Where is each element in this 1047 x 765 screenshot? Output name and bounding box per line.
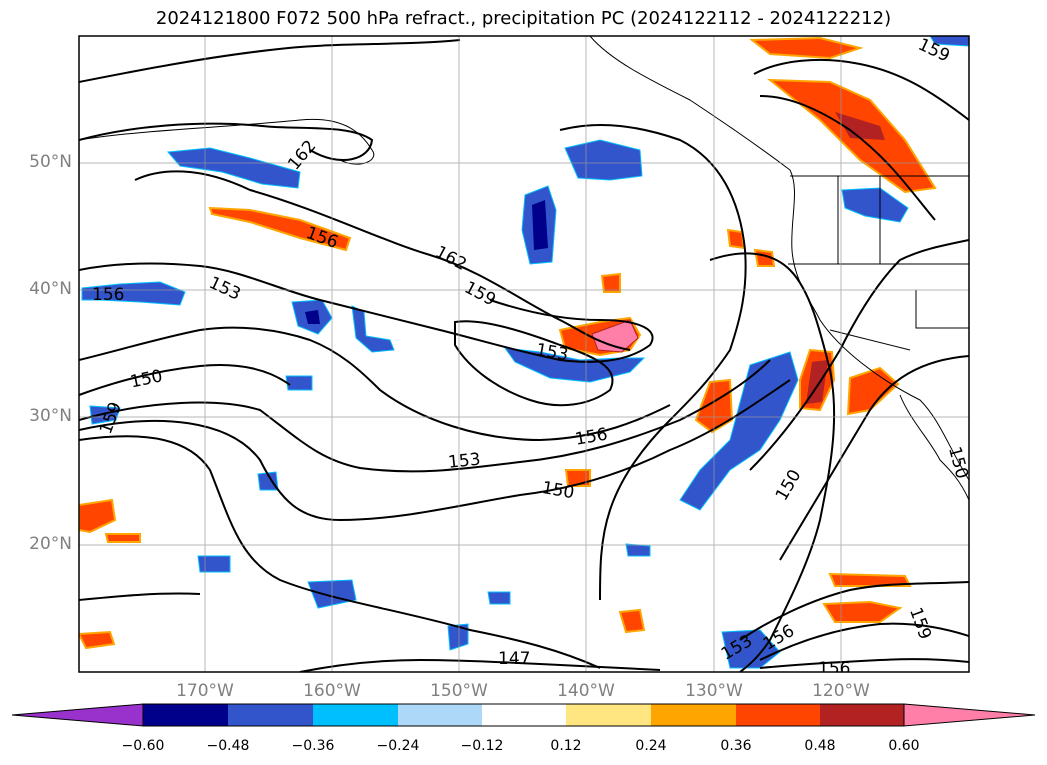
graticule (79, 36, 969, 672)
lon-label: 150°W (430, 681, 488, 701)
map-title: 2024121800 F072 500 hPa refract., precip… (155, 8, 892, 29)
colorbar (11, 703, 1036, 727)
colorbar-tick-label: −0.24 (376, 738, 420, 754)
colorbar-tick-label: 0.36 (720, 738, 752, 754)
contour-label: 147 (498, 649, 530, 669)
colorbar-tick-label: 0.24 (635, 738, 667, 754)
colorbar-outline (142, 703, 905, 727)
refractivity-contours (79, 39, 969, 672)
colorbar-tick-label: −0.36 (291, 738, 335, 754)
colorbar-cell (143, 704, 228, 726)
colorbar-cell (482, 704, 566, 726)
colorbar-cell (736, 704, 820, 726)
lat-label: 30°N (29, 406, 72, 426)
colorbar-cell (651, 704, 736, 726)
colorbar-cell (398, 704, 482, 726)
lat-label: 20°N (29, 534, 72, 554)
colorbar-tick-label: 0.60 (888, 738, 920, 754)
lon-label: 140°W (557, 681, 615, 701)
colorbar-tick-label: −0.12 (460, 738, 504, 754)
colorbar-extend-min (11, 703, 144, 727)
colorbar-extend-max (903, 703, 1036, 727)
colorbar-cell (228, 704, 313, 726)
coastlines (79, 36, 969, 501)
colorbar-tick-label: −0.60 (121, 738, 165, 754)
colorbar-cell (566, 704, 651, 726)
lat-label: 40°N (29, 279, 72, 299)
map-frame (78, 35, 970, 673)
contour-label: 156 (92, 285, 124, 305)
colorbar-cell (820, 704, 904, 726)
colorbar-tick-label: 0.12 (550, 738, 582, 754)
lat-label: 50°N (29, 152, 72, 172)
lon-label: 160°W (303, 681, 361, 701)
colorbar-cell (313, 704, 398, 726)
lon-label: 130°W (685, 681, 743, 701)
contour-label: 153 (447, 450, 481, 473)
lon-label: 170°W (176, 681, 234, 701)
contour-label: 156 (818, 659, 850, 679)
colorbar-tick-label: 0.48 (804, 738, 836, 754)
lon-label: 120°W (812, 681, 870, 701)
colorbar-tick-label: −0.48 (206, 738, 250, 754)
